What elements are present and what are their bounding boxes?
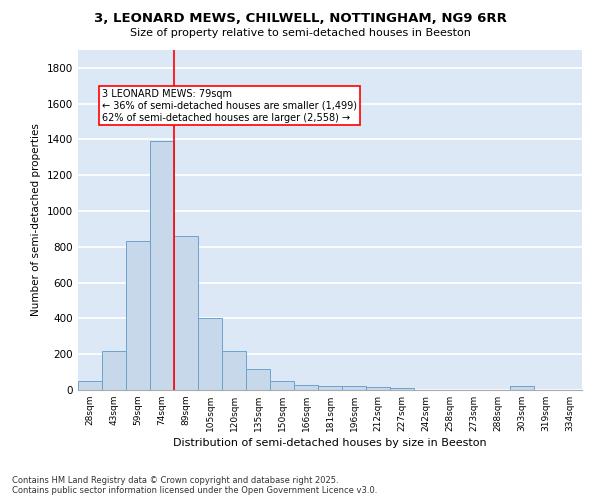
Bar	[174, 236, 198, 390]
Bar	[510, 386, 534, 390]
Bar	[318, 386, 342, 390]
Bar	[390, 388, 414, 390]
Bar	[366, 388, 390, 390]
Y-axis label: Number of semi-detached properties: Number of semi-detached properties	[31, 124, 41, 316]
Bar	[198, 318, 222, 390]
Text: 3 LEONARD MEWS: 79sqm
← 36% of semi-detached houses are smaller (1,499)
62% of s: 3 LEONARD MEWS: 79sqm ← 36% of semi-deta…	[102, 90, 357, 122]
Bar	[342, 386, 366, 390]
Text: 3, LEONARD MEWS, CHILWELL, NOTTINGHAM, NG9 6RR: 3, LEONARD MEWS, CHILWELL, NOTTINGHAM, N…	[94, 12, 506, 26]
Bar	[246, 368, 270, 390]
Bar	[126, 242, 150, 390]
Bar	[102, 350, 126, 390]
X-axis label: Distribution of semi-detached houses by size in Beeston: Distribution of semi-detached houses by …	[173, 438, 487, 448]
Text: Size of property relative to semi-detached houses in Beeston: Size of property relative to semi-detach…	[130, 28, 470, 38]
Bar	[270, 381, 294, 390]
Bar	[150, 142, 174, 390]
Bar	[294, 384, 318, 390]
Text: Contains HM Land Registry data © Crown copyright and database right 2025.
Contai: Contains HM Land Registry data © Crown c…	[12, 476, 377, 495]
Bar	[78, 381, 102, 390]
Bar	[222, 350, 246, 390]
